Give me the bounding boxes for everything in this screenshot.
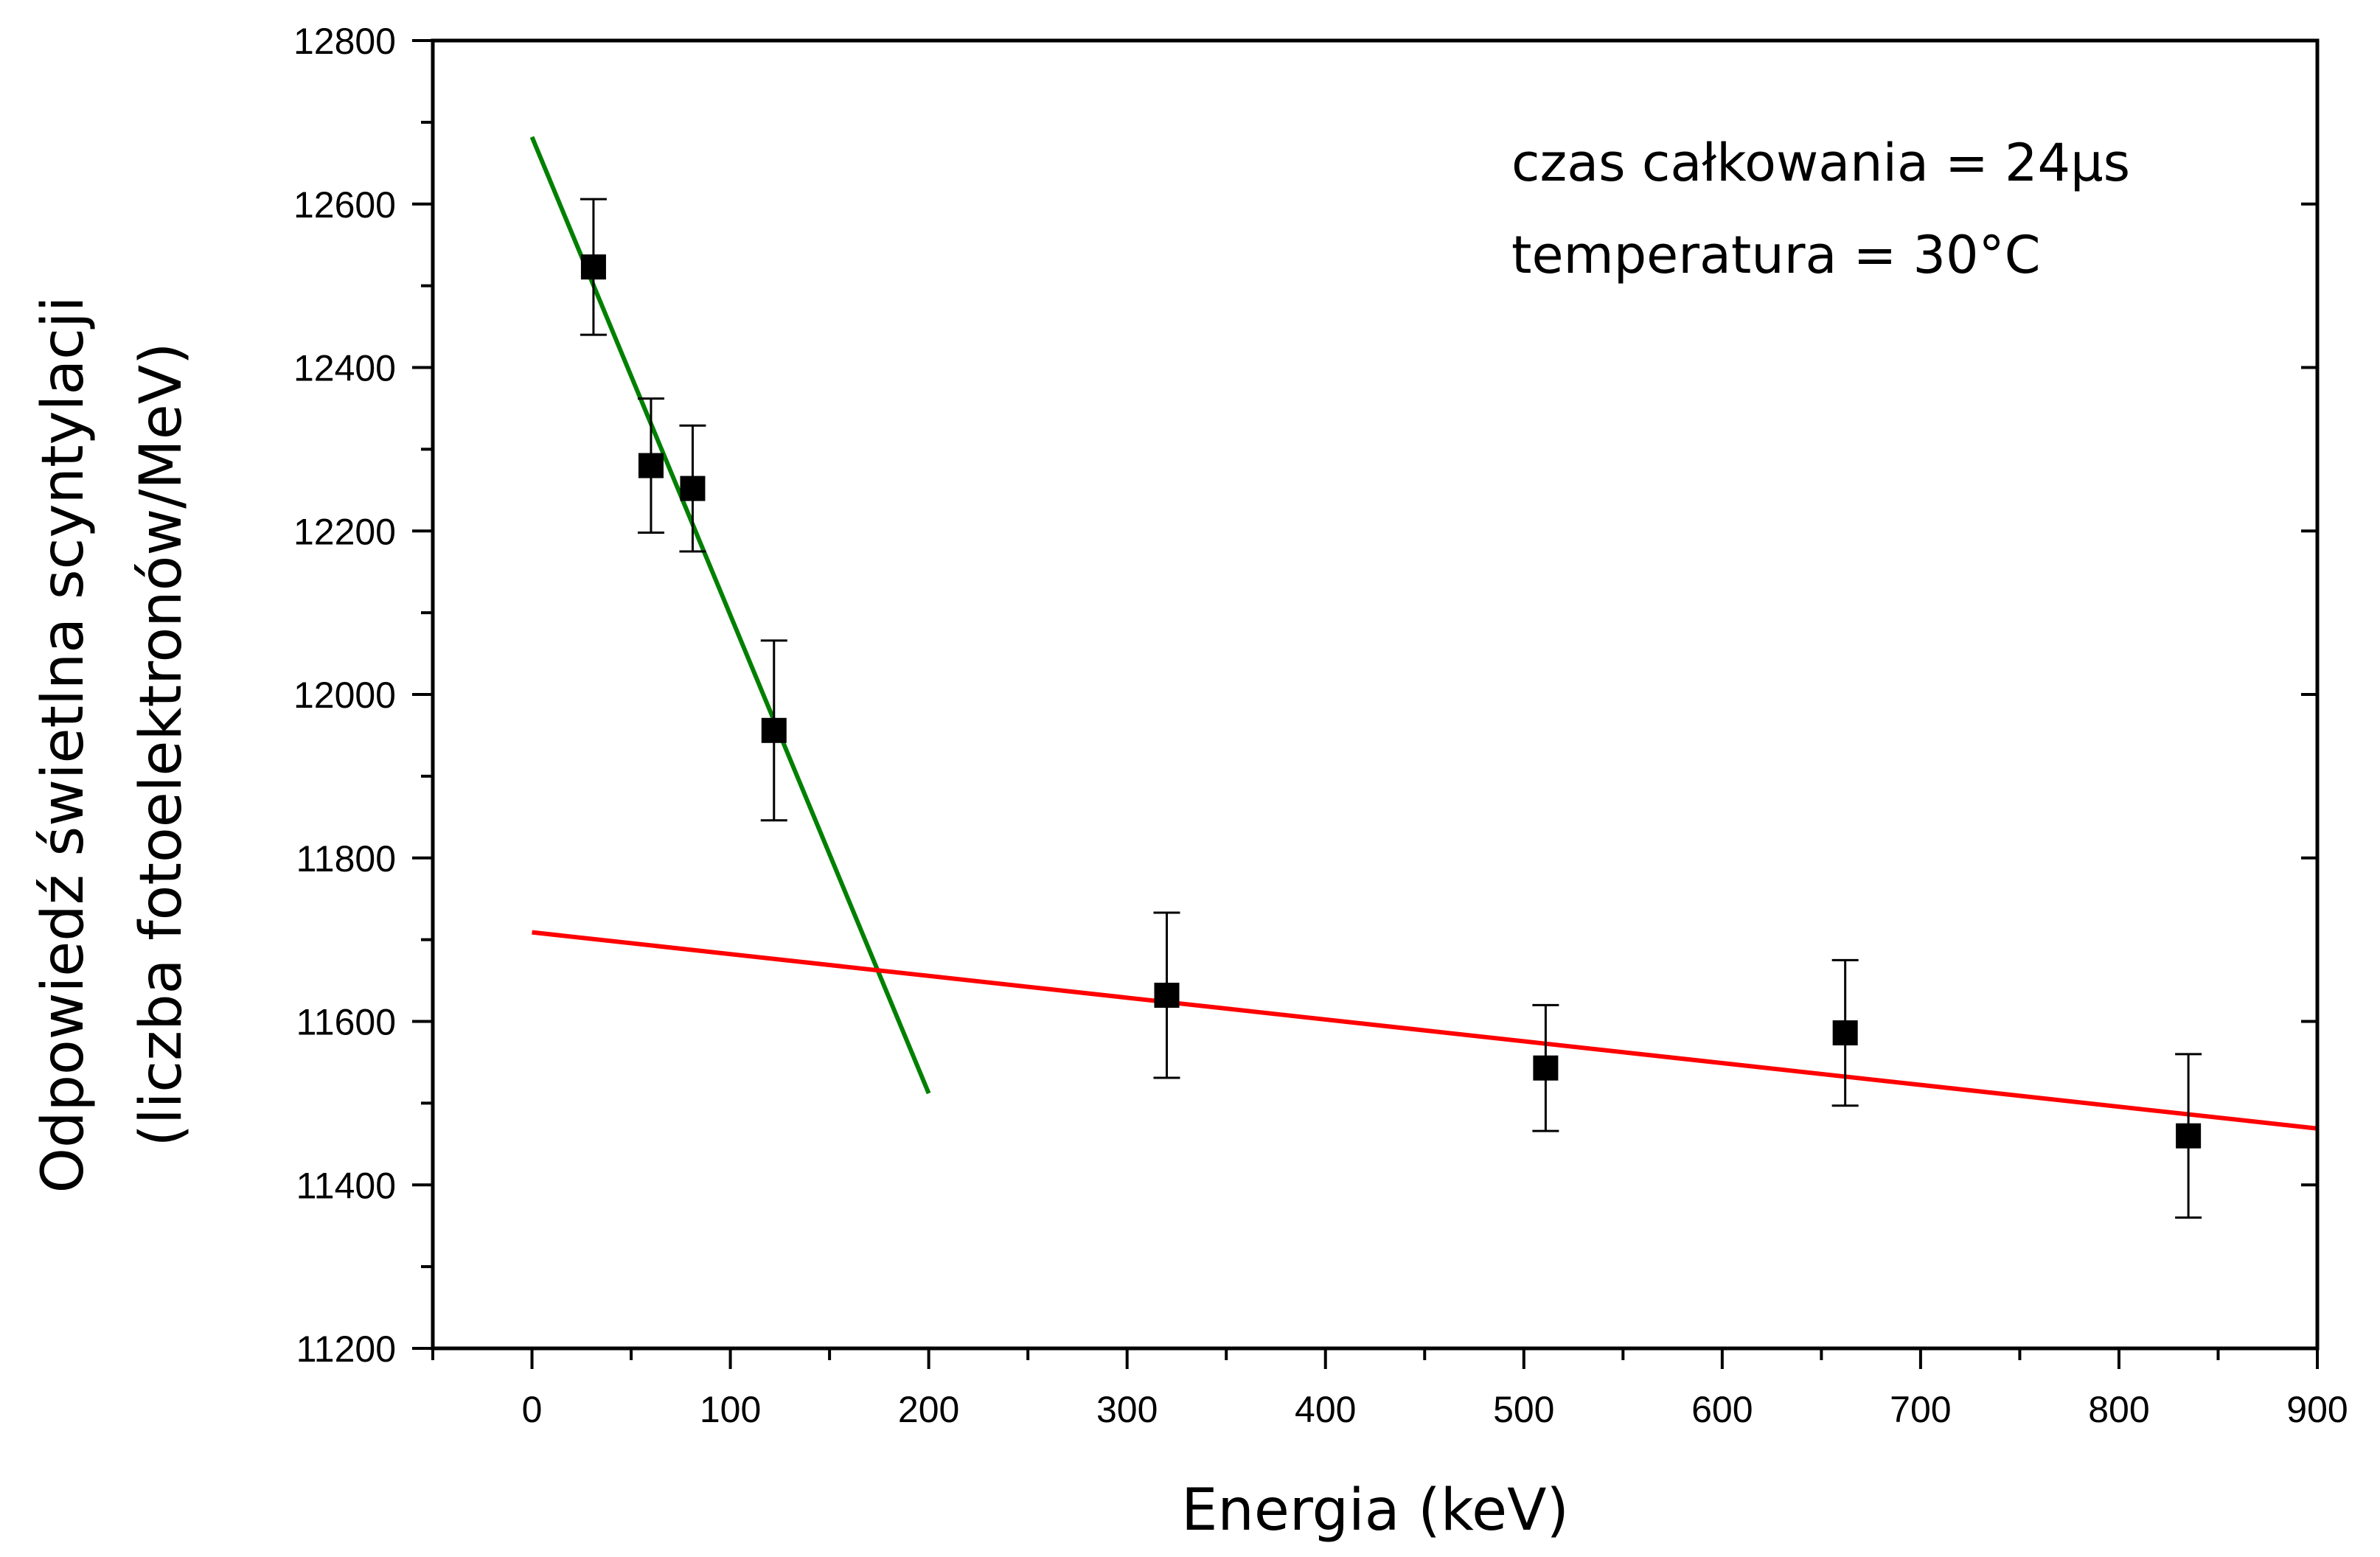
x-tick-label: 900 <box>2286 1389 2348 1430</box>
x-tick-label: 800 <box>2088 1389 2149 1430</box>
data-point <box>1154 983 1180 1009</box>
annotation-integration-time: czas całkowania = 24µs <box>1511 133 2130 193</box>
y-tick-label: 12000 <box>293 675 396 716</box>
fit-lines <box>529 136 2318 1131</box>
y-axis-title-line1: Odpowiedź świetlna scyntylacji <box>30 296 97 1194</box>
y-tick-label: 12400 <box>293 348 396 389</box>
x-axis-title: Energia (keV) <box>1181 1477 1569 1544</box>
data-point <box>680 476 706 501</box>
y-tick-label: 12800 <box>293 21 396 62</box>
x-tick-label: 600 <box>1691 1389 1753 1430</box>
red-fit-line <box>532 930 2318 1131</box>
x-tick-label: 300 <box>1096 1389 1158 1430</box>
green-fit-line <box>529 136 931 1095</box>
y-tick-label: 11600 <box>296 1002 396 1043</box>
tick-layer: 0 100 200 300 400 500 600 700 800 900 11200 11400 11… <box>293 21 2348 1430</box>
data-point <box>761 717 787 743</box>
data-point <box>2176 1123 2202 1149</box>
x-tick-label: 700 <box>1890 1389 1951 1430</box>
data-points <box>580 198 2202 1219</box>
plot-frame <box>431 38 2320 1351</box>
x-tick-label: 500 <box>1493 1389 1554 1430</box>
x-tick-label: 100 <box>700 1389 761 1430</box>
y-tick-label: 12600 <box>293 184 396 226</box>
annotation-temperature: temperatura = 30°C <box>1511 225 2040 285</box>
y-tick-label: 11800 <box>296 838 396 879</box>
data-point <box>580 254 606 280</box>
data-point <box>1533 1055 1559 1081</box>
data-point <box>1832 1020 1858 1046</box>
y-tick-label: 11400 <box>296 1165 396 1206</box>
x-tick-label: 400 <box>1295 1389 1356 1430</box>
y-axis-title-line2: (liczba fotoelektronów/MeV) <box>128 343 195 1147</box>
y-tick-label: 11200 <box>296 1328 396 1370</box>
data-point <box>638 453 664 478</box>
x-tick-label: 0 <box>522 1389 543 1430</box>
y-tick-label: 12200 <box>293 511 396 552</box>
x-tick-label: 200 <box>898 1389 959 1430</box>
